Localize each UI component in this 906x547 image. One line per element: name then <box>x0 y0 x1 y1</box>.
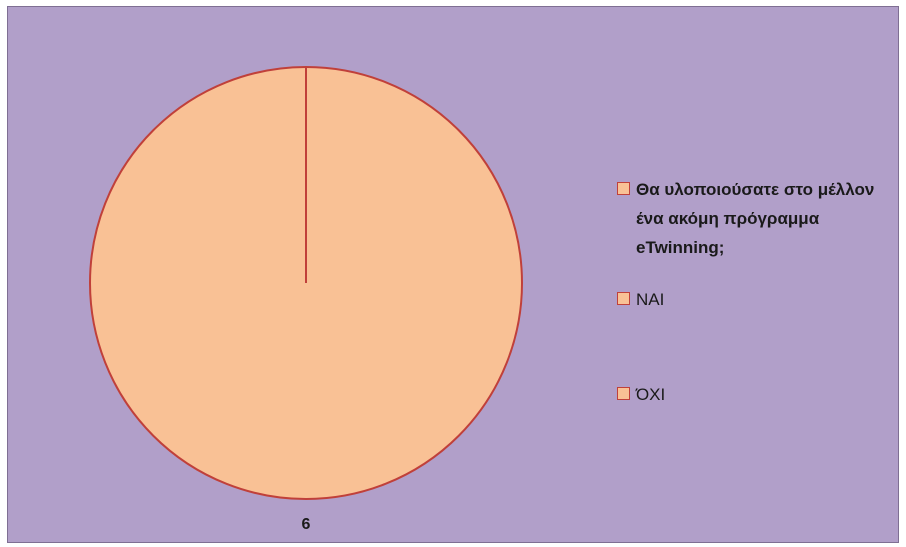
pie-chart: 6 <box>8 7 898 542</box>
legend-swatch <box>617 292 630 305</box>
chart-frame: 6 Θα υλοποιούσατε στο μέλλον ένα ακόμη π… <box>7 6 899 543</box>
legend-item-2: ΌΧΙ <box>617 380 665 409</box>
pie-slices <box>89 66 523 500</box>
legend-label: ΌΧΙ <box>636 385 666 404</box>
data-label-1: 6 <box>302 516 311 533</box>
legend-label: Θα υλοποιούσατε στο μέλλον ένα ακόμη πρό… <box>636 180 875 257</box>
pie-data-labels: 6 <box>302 516 311 533</box>
legend-label: ΝΑΙ <box>636 290 665 309</box>
legend-swatch <box>617 387 630 400</box>
legend-item-1: ΝΑΙ <box>617 285 664 314</box>
legend-swatch <box>617 182 630 195</box>
legend-item-0: Θα υλοποιούσατε στο μέλλον ένα ακόμη πρό… <box>617 175 891 262</box>
